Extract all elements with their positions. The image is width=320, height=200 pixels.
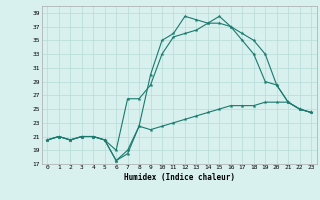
X-axis label: Humidex (Indice chaleur): Humidex (Indice chaleur) xyxy=(124,173,235,182)
